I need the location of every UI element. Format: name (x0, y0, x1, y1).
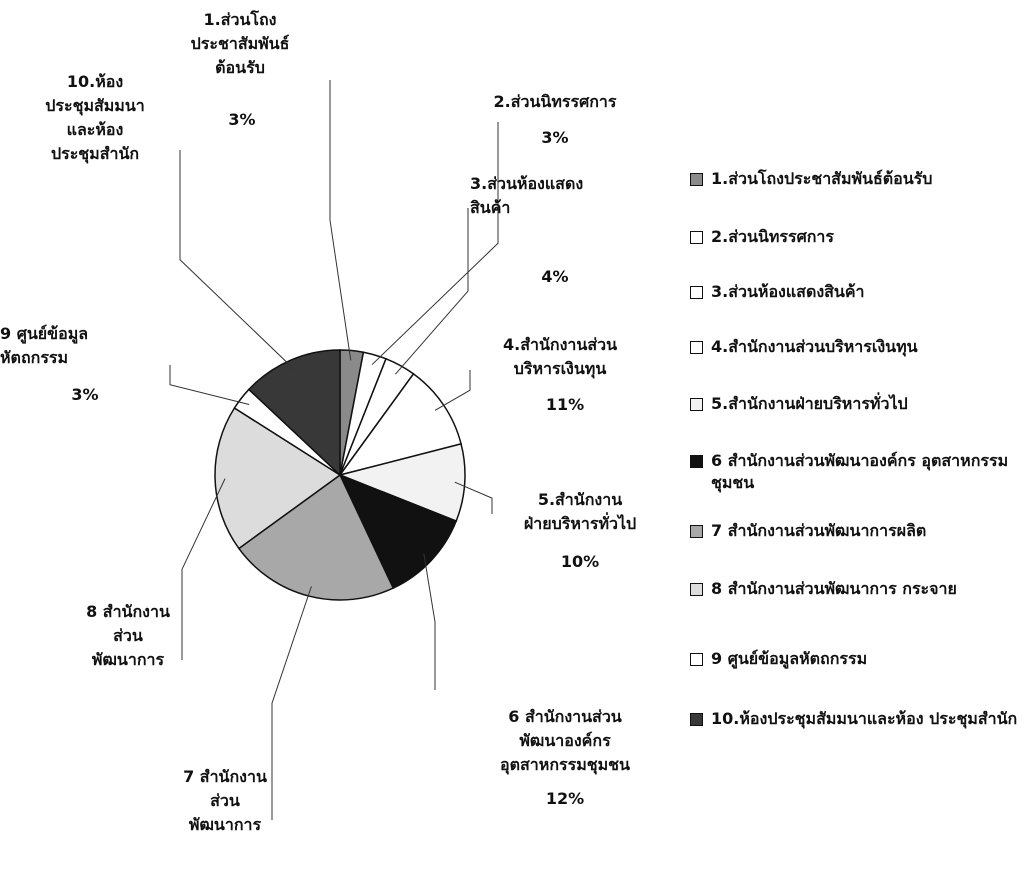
callout-label: 2.ส่วนนิทรรศการ (493, 92, 617, 111)
value-label: 12% (545, 789, 585, 808)
legend-swatch (690, 173, 703, 186)
leader-line (395, 208, 469, 375)
value-label: 3% (541, 128, 569, 147)
value-label: 3% (228, 110, 256, 129)
legend-label: 9 ศูนย์ข้อมูลหัตถกรรม (711, 649, 868, 668)
leader-line (454, 481, 493, 514)
legend-swatch (690, 286, 703, 299)
pie-slice (338, 372, 462, 477)
pie-slice (337, 443, 466, 522)
legend-label: 10.ห้องประชุมสัมมนาและห้อง ประชุมสำนัก (711, 709, 1018, 728)
callout-label: 4.สำนักงานส่วน บริหารเงินทุน (502, 335, 618, 378)
value-label: 3% (71, 385, 99, 404)
leader-line (423, 553, 436, 690)
value-label: 10% (560, 552, 600, 571)
leader-line (169, 365, 250, 406)
pie-slice (214, 406, 342, 550)
legend-item: 10.ห้องประชุมสัมมนาและห้อง ประชุมสำนัก (690, 708, 1020, 730)
legend-swatch (690, 525, 703, 538)
pie-slice (237, 473, 395, 601)
legend-swatch (690, 341, 703, 354)
legend-item: 5.สำนักงานฝ่ายบริหารทั่วไป (690, 393, 1020, 415)
pie-slice (338, 473, 458, 590)
legend-item: 9 ศูนย์ข้อมูลหัตถกรรม (690, 648, 1020, 670)
legend-swatch (690, 398, 703, 411)
legend-label: 7 สำนักงานส่วนพัฒนาการผลิต (711, 521, 927, 540)
legend-item: 3.ส่วนห้องแสดงสินค้า (690, 281, 1020, 303)
callout-label: 6 สำนักงานส่วน พัฒนาองค์กร อุตสาหกรรมชุม… (500, 707, 630, 774)
callout-label: 3.ส่วนห้องแสดง สินค้า (470, 174, 584, 217)
leader-line (271, 586, 312, 820)
legend-label: 2.ส่วนนิทรรศการ (711, 227, 834, 246)
callout-label: 1.ส่วนโถง ประชาสัมพันธ์ ต้อนรับ (190, 10, 290, 77)
value-label: 11% (545, 395, 585, 414)
legend-label: 3.ส่วนห้องแสดงสินค้า (711, 282, 865, 301)
legend-swatch (690, 455, 703, 468)
callout-label: 5.สำนักงาน ฝ่ายบริหารทั่วไป (523, 490, 637, 533)
callout-label: 7 สำนักงาน ส่วน พัฒนาการ (183, 767, 267, 834)
leader-line (181, 478, 226, 660)
legend-swatch (690, 653, 703, 666)
legend-label: 4.สำนักงานส่วนบริหารเงินทุน (711, 337, 918, 356)
legend-item: 4.สำนักงานส่วนบริหารเงินทุน (690, 336, 1020, 358)
legend-swatch (690, 583, 703, 596)
legend-item: 7 สำนักงานส่วนพัฒนาการผลิต (690, 520, 1020, 542)
leader-line (371, 122, 499, 365)
callout-label: 9 ศูนย์ข้อมูล หัตถกรรม (0, 324, 89, 367)
leader-line (434, 370, 471, 411)
legend-swatch (690, 713, 703, 726)
legend-label: 8 สำนักงานส่วนพัฒนาการ กระจาย (711, 579, 957, 598)
leader-line (329, 80, 352, 361)
leader-line (179, 150, 295, 370)
legend-label: 1.ส่วนโถงประชาสัมพันธ์ต้อนรับ (711, 169, 933, 188)
callout-label: 8 สำนักงาน ส่วน พัฒนาการ (86, 602, 170, 669)
pie-slice (247, 349, 341, 477)
legend-label: 5.สำนักงานฝ่ายบริหารทั่วไป (711, 394, 908, 413)
callout-label: 10.ห้อง ประชุมสัมมนา และห้อง ประชุมสำนัก (45, 72, 145, 163)
legend-item: 6 สำนักงานส่วนพัฒนาองค์กร อุตสาหกรรมชุมช… (690, 450, 1020, 494)
value-label: 4% (541, 267, 569, 286)
legend-item: 2.ส่วนนิทรรศการ (690, 226, 1020, 248)
legend-item: 1.ส่วนโถงประชาสัมพันธ์ต้อนรับ (690, 168, 1020, 190)
legend-swatch (690, 231, 703, 244)
legend-item: 8 สำนักงานส่วนพัฒนาการ กระจาย (690, 578, 1020, 600)
legend-label: 6 สำนักงานส่วนพัฒนาองค์กร อุตสาหกรรมชุมช… (711, 451, 1009, 492)
